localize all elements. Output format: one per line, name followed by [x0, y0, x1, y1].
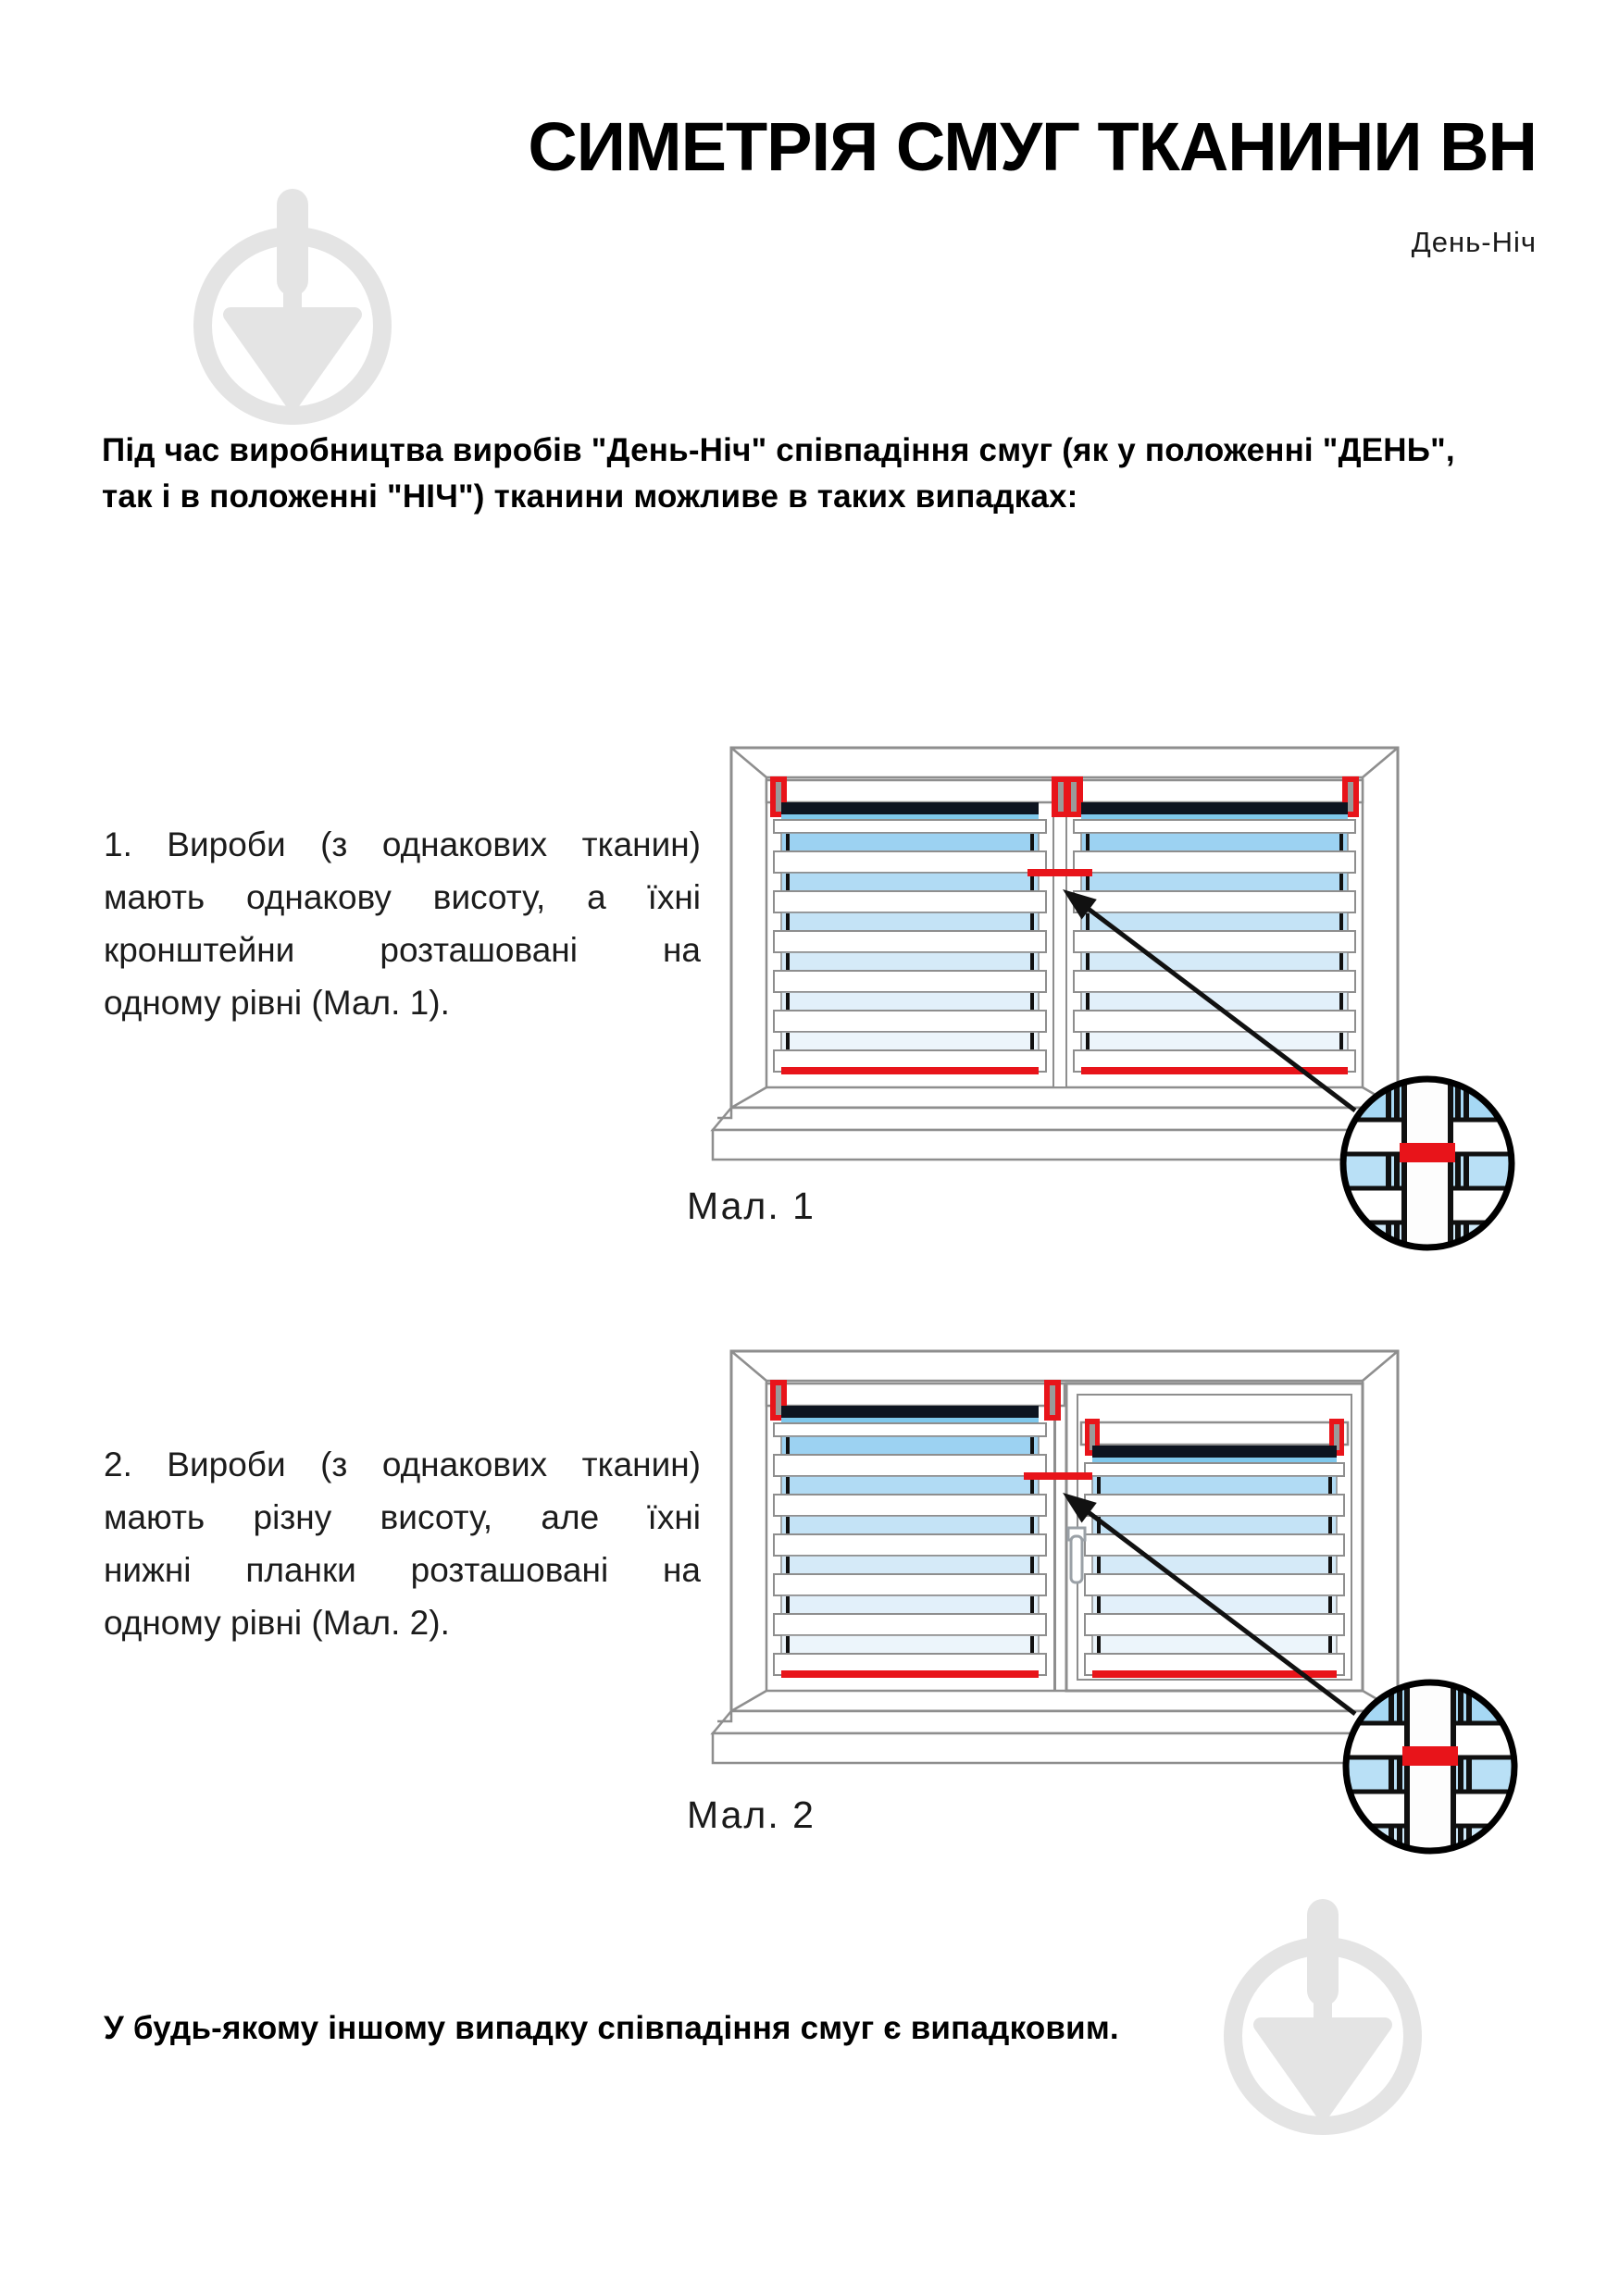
footer-note: У будь-якому іншому випадку співпадіння …	[104, 2010, 1119, 2046]
pointer-arrow	[1063, 889, 1357, 1112]
list-item-1-line: мають однакову висоту, а їхні	[104, 878, 701, 916]
red-bracket-icon	[1044, 1380, 1061, 1421]
list-item-2-line: одному рівні (Мал. 2).	[104, 1604, 450, 1642]
window-handle	[1066, 1526, 1087, 1584]
list-item-1: 1. Вироби (з однакових тканин) мають одн…	[104, 818, 701, 1029]
figure-1-window-illustration	[710, 746, 1515, 1251]
right-blind	[1084, 1446, 1345, 1678]
intro-line: Під час виробництва виробів "День-Ніч" с…	[102, 432, 1455, 468]
window-sill	[710, 1709, 1417, 1765]
list-item-2: 2. Вироби (з однакових тканин) мають різ…	[104, 1438, 701, 1649]
figure-1-label: Мал. 1	[687, 1185, 816, 1227]
left-blind	[773, 802, 1047, 1074]
list-item-2-line: нижні планки розташовані на	[104, 1551, 701, 1589]
figure-2-label: Мал. 2	[687, 1793, 816, 1836]
intro-paragraph: Під час виробництва виробів "День-Ніч" с…	[102, 428, 1564, 520]
intro-line: так і в положенні "НІЧ") тканини можливе…	[102, 478, 1078, 515]
window-sill	[710, 1106, 1417, 1161]
stripe-alignment-line	[1027, 869, 1092, 876]
fabric-magnifier-detail	[1339, 1075, 1515, 1251]
stripe-alignment-line	[1024, 1472, 1092, 1480]
page-title: СИМЕТРІЯ СМУГ ТКАНИНИ ВН	[528, 108, 1538, 185]
trowel-watermark-icon	[190, 185, 403, 435]
trowel-watermark-icon	[1220, 1895, 1433, 2145]
left-blind	[773, 1406, 1047, 1678]
list-item-1-line: одному рівні (Мал. 1).	[104, 984, 450, 1022]
list-item-1-line: 1. Вироби (з однакових тканин)	[104, 825, 701, 863]
right-blind	[1073, 802, 1356, 1074]
red-bracket-icon	[1052, 776, 1083, 817]
pointer-arrow	[1063, 1493, 1357, 1716]
list-item-1-line: кронштейни розташовані на	[104, 931, 701, 969]
trowel-watermark-graphic	[193, 189, 392, 425]
fabric-magnifier-detail	[1342, 1679, 1518, 1855]
figure-2-window-illustration	[710, 1349, 1518, 1855]
list-item-2-line: 2. Вироби (з однакових тканин)	[104, 1446, 701, 1483]
trowel-watermark-graphic	[1224, 1899, 1422, 2135]
list-item-2-line: мають різну висоту, але їхні	[104, 1498, 701, 1536]
page-subtitle: День-Ніч	[1411, 226, 1537, 258]
